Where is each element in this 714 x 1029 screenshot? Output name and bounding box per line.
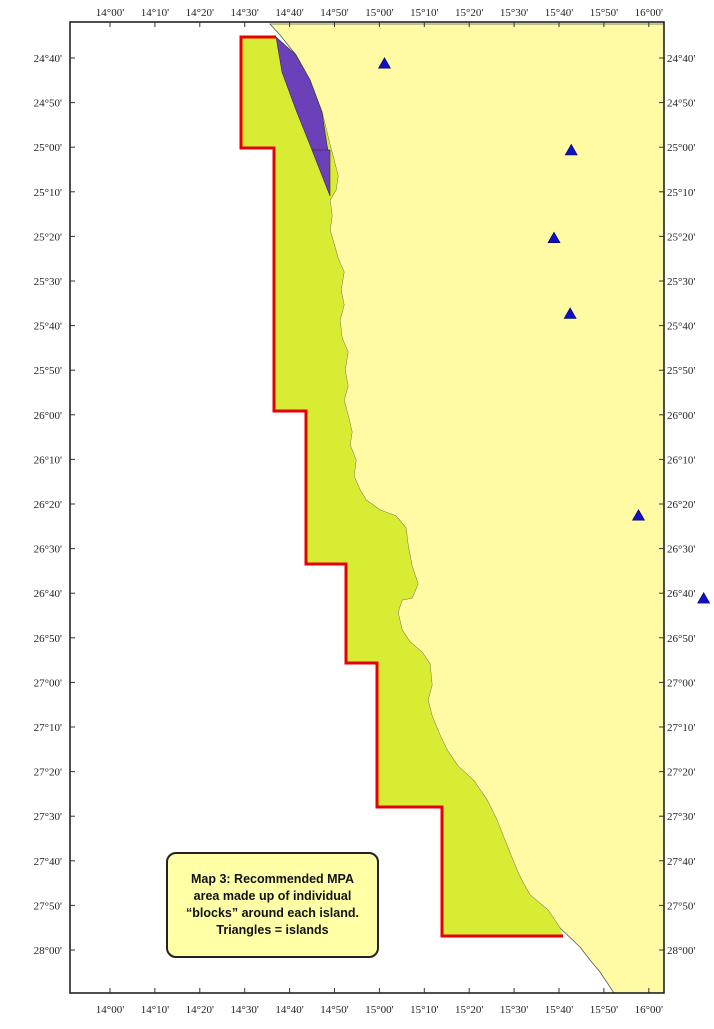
latitude-label-right: 25°50' [667, 365, 695, 377]
latitude-label-left: 25°40' [34, 321, 62, 333]
latitude-label-left: 27°00' [34, 677, 62, 689]
latitude-label-right: 28°00' [667, 945, 695, 957]
longitude-label-bottom: 15°20' [455, 1004, 483, 1016]
longitude-label-top: 14°50' [320, 7, 348, 19]
island-marker-icon [377, 57, 391, 69]
island-layer [377, 57, 711, 604]
latitude-label-left: 27°30' [34, 811, 62, 823]
latitude-label-left: 27°10' [34, 722, 62, 734]
longitude-label-bottom: 14°20' [186, 1004, 214, 1016]
island-marker-icon [563, 307, 577, 319]
latitude-label-right: 26°10' [667, 454, 695, 466]
latitude-label-left: 25°10' [34, 187, 62, 199]
latitude-label-right: 26°50' [667, 633, 695, 645]
longitude-label-top: 14°10' [141, 7, 169, 19]
map-frame [69, 21, 665, 994]
caption-line-1: Map 3: Recommended MPA [191, 872, 354, 886]
longitude-label-top: 14°30' [231, 7, 259, 19]
latitude-label-right: 27°00' [667, 677, 695, 689]
longitude-label-bottom: 15°00' [365, 1004, 393, 1016]
longitude-label-top: 15°40' [545, 7, 573, 19]
latitude-label-right: 25°20' [667, 231, 695, 243]
longitude-label-bottom: 14°50' [320, 1004, 348, 1016]
latitude-label-right: 27°50' [667, 900, 695, 912]
caption-line-4: Triangles = islands [216, 923, 329, 937]
latitude-label-left: 25°00' [34, 142, 62, 154]
latitude-label-right: 26°40' [667, 588, 695, 600]
longitude-label-top: 14°20' [186, 7, 214, 19]
latitude-label-left: 26°00' [34, 410, 62, 422]
latitude-label-left: 25°30' [34, 276, 62, 288]
caption-line-2: area made up of individual [193, 889, 352, 903]
axis-layer: 14°00' 14°00' 14°10' 14°10' 14°20' 14°20' 14°3… [34, 7, 696, 1016]
longitude-label-bottom: 15°50' [590, 1004, 618, 1016]
longitude-label-top: 15°20' [455, 7, 483, 19]
island-marker-icon [547, 231, 561, 243]
latitude-label-right: 24°40' [667, 53, 695, 65]
reserve-area-south [311, 149, 331, 197]
longitude-label-top: 15°30' [500, 7, 528, 19]
latitude-label-left: 26°20' [34, 499, 62, 511]
latitude-label-right: 24°50' [667, 98, 695, 110]
longitude-label-bottom: 14°00' [96, 1004, 124, 1016]
longitude-label-top: 15°10' [410, 7, 438, 19]
longitude-label-bottom: 15°30' [500, 1004, 528, 1016]
longitude-label-top: 15°50' [590, 7, 618, 19]
longitude-label-top: 14°00' [96, 7, 124, 19]
latitude-label-left: 24°50' [34, 98, 62, 110]
longitude-label-bottom: 16°00' [635, 1004, 663, 1016]
mpa-boundary [239, 35, 563, 938]
latitude-label-right: 25°40' [667, 321, 695, 333]
latitude-label-left: 26°10' [34, 454, 62, 466]
latitude-label-right: 26°20' [667, 499, 695, 511]
latitude-label-right: 27°30' [667, 811, 695, 823]
island-marker-icon [697, 592, 711, 604]
caption-line-3: “blocks” around each island. [186, 906, 359, 920]
latitude-label-left: 25°50' [34, 365, 62, 377]
longitude-label-top: 15°00' [365, 7, 393, 19]
longitude-label-bottom: 15°10' [410, 1004, 438, 1016]
latitude-label-left: 26°40' [34, 588, 62, 600]
longitude-label-bottom: 15°40' [545, 1004, 573, 1016]
latitude-label-right: 25°00' [667, 142, 695, 154]
latitude-label-left: 24°40' [34, 53, 62, 65]
longitude-label-top: 14°40' [275, 7, 303, 19]
latitude-label-right: 27°20' [667, 767, 695, 779]
map-caption: Map 3: Recommended MPA area made up of i… [166, 852, 379, 958]
latitude-label-right: 25°10' [667, 187, 695, 199]
mpa-area [241, 37, 563, 936]
reserve-area [275, 36, 329, 151]
latitude-label-right: 27°40' [667, 856, 695, 868]
latitude-label-left: 27°20' [34, 767, 62, 779]
longitude-label-bottom: 14°10' [141, 1004, 169, 1016]
island-marker-icon [564, 143, 578, 156]
latitude-label-right: 27°10' [667, 722, 695, 734]
latitude-label-left: 28°00' [34, 945, 62, 957]
latitude-label-right: 26°00' [667, 410, 695, 422]
longitude-label-top: 16°00' [635, 7, 663, 19]
latitude-label-right: 26°30' [667, 544, 695, 556]
latitude-label-left: 26°30' [34, 544, 62, 556]
latitude-label-left: 25°20' [34, 231, 62, 243]
latitude-label-left: 27°40' [34, 856, 62, 868]
latitude-label-left: 26°50' [34, 633, 62, 645]
island-marker-icon [631, 509, 646, 521]
longitude-label-bottom: 14°30' [231, 1004, 259, 1016]
longitude-label-bottom: 14°40' [275, 1004, 303, 1016]
latitude-label-right: 25°30' [667, 276, 695, 288]
latitude-label-left: 27°50' [34, 900, 62, 912]
